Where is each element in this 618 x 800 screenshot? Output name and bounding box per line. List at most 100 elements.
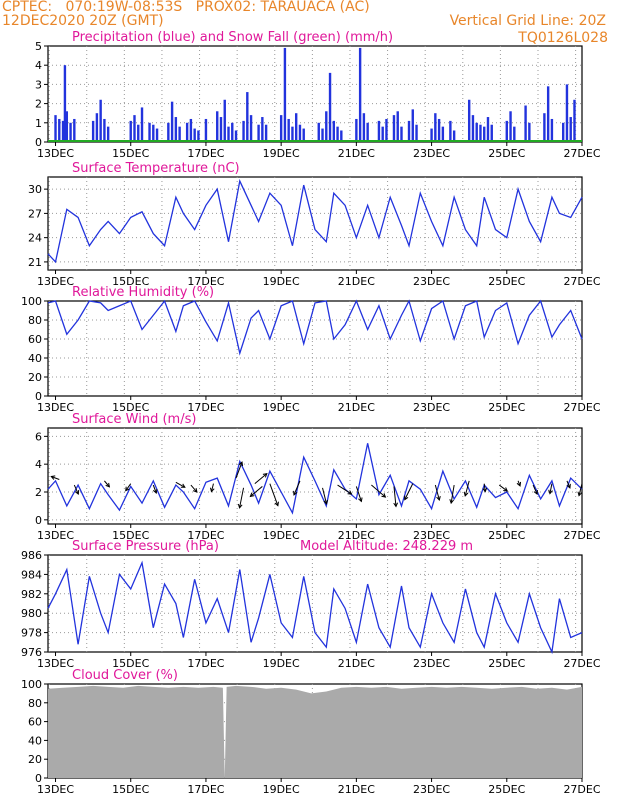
precip-bar-2 bbox=[61, 120, 65, 142]
header-datetime: 12DEC2020 20Z (GMT) bbox=[2, 13, 164, 29]
wind-arrow-head-8 bbox=[238, 461, 244, 467]
wind-arrow-head-0 bbox=[50, 475, 56, 480]
wind-arrow-head-9 bbox=[237, 503, 243, 509]
ytick-label-3-0: 0 bbox=[35, 514, 42, 527]
precip-bar-82 bbox=[513, 126, 516, 142]
ytick-label-2-4: 80 bbox=[28, 314, 42, 327]
wind-arrow-26 bbox=[532, 484, 538, 495]
precip-bar-59 bbox=[381, 126, 384, 142]
ytick-label-4-4: 984 bbox=[21, 568, 42, 581]
wind-arrow-head-25 bbox=[516, 481, 522, 487]
series-line-1 bbox=[47, 178, 583, 264]
header-station: CPTEC: 070:19W-08:53S PROX02: TARAUACA (… bbox=[2, 0, 370, 15]
xtick-label-5-6: 25DEC bbox=[488, 783, 525, 796]
ytick-label-0-3: 3 bbox=[35, 78, 42, 91]
precip-bar-38 bbox=[261, 117, 264, 142]
ytick-label-5-3: 60 bbox=[28, 716, 42, 729]
precip-bar-52 bbox=[336, 126, 339, 142]
xtick-label-3-7: 27DEC bbox=[563, 529, 600, 542]
precip-bar-54 bbox=[355, 118, 358, 142]
ytick-label-0-0: 0 bbox=[35, 136, 42, 149]
wind-arrow-19 bbox=[404, 483, 414, 500]
precip-bar-25 bbox=[193, 128, 196, 142]
precip-bar-88 bbox=[561, 122, 565, 142]
precip-bar-55 bbox=[358, 47, 362, 142]
wind-arrow-11 bbox=[250, 486, 263, 497]
ytick-label-2-0: 0 bbox=[35, 390, 42, 403]
precip-bar-36 bbox=[249, 115, 253, 142]
precip-bar-24 bbox=[189, 118, 193, 142]
wind-arrow-head-27 bbox=[548, 489, 553, 495]
wind-arrow-4 bbox=[152, 484, 157, 494]
wind-arrow-head-22 bbox=[463, 491, 469, 497]
precip-bar-61 bbox=[392, 115, 396, 142]
ytick-label-3-1: 2 bbox=[35, 486, 42, 499]
xtick-label-4-0: 13DEC bbox=[37, 657, 74, 670]
precip-bar-71 bbox=[449, 120, 452, 142]
precip-bar-79 bbox=[490, 124, 493, 142]
precip-bar-26 bbox=[197, 130, 200, 142]
precip-bar-35 bbox=[246, 92, 249, 142]
wind-arrow-2 bbox=[104, 480, 110, 488]
precip-bar-64 bbox=[407, 120, 411, 142]
xtick-label-4-5: 23DEC bbox=[413, 657, 450, 670]
series-line-3 bbox=[47, 443, 583, 515]
precip-bar-80 bbox=[505, 120, 508, 142]
xtick-label-4-6: 25DEC bbox=[488, 657, 525, 670]
ytick-label-4-2: 980 bbox=[21, 607, 42, 620]
xtick-label-5-4: 21DEC bbox=[338, 783, 375, 796]
xtick-label-2-1: 15DEC bbox=[112, 401, 149, 414]
wind-arrow-head-5 bbox=[180, 483, 186, 488]
precip-bar-81 bbox=[509, 111, 512, 142]
panel-title-0: Precipitation (blue) and Snow Fall (gree… bbox=[72, 30, 393, 45]
ytick-label-2-2: 40 bbox=[28, 352, 42, 365]
xtick-label-0-5: 23DEC bbox=[413, 147, 450, 160]
header-grid-line: Vertical Grid Line: 20Z bbox=[449, 13, 606, 29]
xtick-label-1-0: 13DEC bbox=[37, 275, 74, 288]
ytick-label-0-5: 5 bbox=[35, 40, 42, 53]
precip-bar-10 bbox=[103, 118, 106, 142]
wind-arrow-head-20 bbox=[436, 496, 441, 502]
precip-bar-78 bbox=[486, 117, 490, 142]
xtick-label-0-2: 17DEC bbox=[187, 147, 224, 160]
xtick-label-0-1: 15DEC bbox=[112, 147, 149, 160]
ytick-label-0-2: 2 bbox=[35, 98, 42, 111]
precip-bar-13 bbox=[133, 115, 136, 142]
wind-arrow-14 bbox=[322, 487, 328, 504]
precip-bar-12 bbox=[129, 120, 132, 142]
ytick-label-5-5: 100 bbox=[21, 678, 42, 691]
precip-bar-51 bbox=[332, 120, 336, 142]
precip-bar-16 bbox=[148, 122, 151, 142]
precip-bar-6 bbox=[73, 118, 76, 142]
xtick-label-0-0: 13DEC bbox=[37, 147, 74, 160]
precip-bar-56 bbox=[362, 113, 366, 142]
wind-arrow-18 bbox=[393, 486, 397, 507]
precip-bar-60 bbox=[385, 118, 388, 142]
precip-bar-32 bbox=[231, 122, 234, 142]
ytick-label-4-0: 976 bbox=[21, 646, 42, 659]
wind-arrow-head-17 bbox=[381, 493, 387, 498]
precip-bar-41 bbox=[283, 47, 287, 142]
xtick-label-2-3: 19DEC bbox=[263, 401, 300, 414]
precip-bar-23 bbox=[185, 122, 189, 142]
precip-bar-89 bbox=[565, 84, 569, 142]
xtick-label-0-6: 25DEC bbox=[488, 147, 525, 160]
wind-arrow-8 bbox=[235, 461, 243, 479]
precip-bar-22 bbox=[178, 126, 181, 142]
xtick-label-5-5: 23DEC bbox=[413, 783, 450, 796]
precip-bar-87 bbox=[550, 118, 554, 142]
precip-bar-70 bbox=[441, 126, 445, 142]
wind-arrow-10 bbox=[254, 473, 268, 485]
precip-bar-74 bbox=[471, 115, 475, 142]
precip-bar-0 bbox=[54, 115, 57, 142]
ytick-label-1-3: 30 bbox=[28, 183, 42, 196]
ytick-label-4-1: 978 bbox=[21, 627, 42, 640]
panel-frame-1 bbox=[47, 176, 583, 271]
wind-arrow-head-11 bbox=[249, 492, 255, 498]
xtick-label-2-5: 23DEC bbox=[413, 401, 450, 414]
precip-bar-8 bbox=[95, 113, 99, 142]
xtick-label-3-2: 17DEC bbox=[187, 529, 224, 542]
precip-bar-62 bbox=[396, 111, 399, 142]
panel-title-4: Surface Pressure (hPa) bbox=[72, 539, 219, 554]
wind-arrow-head-10 bbox=[262, 472, 268, 478]
